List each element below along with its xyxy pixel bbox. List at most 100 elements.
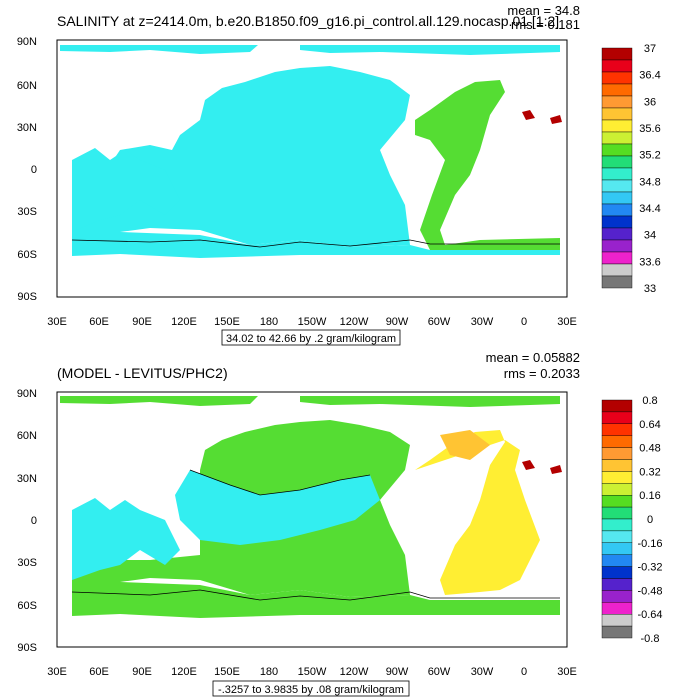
colorbar-swatch: [601, 263, 633, 277]
colorbar-swatch: [601, 203, 633, 217]
colorbar-swatch: [601, 71, 633, 85]
colorbar-label: 0.32: [639, 466, 660, 478]
colorbar-label: -0.8: [641, 633, 660, 645]
ocean-atlantic: [415, 430, 540, 595]
panel-bottom-xaxis: 30E 60E 90E 120E 150E 180 150W 120W 90W …: [47, 666, 577, 678]
xtick-label: 150E: [214, 666, 240, 678]
panel-top-rms: rms = 0.181: [511, 17, 580, 32]
colorbar-label: -0.16: [637, 538, 662, 550]
colorbar-label: 35.6: [639, 123, 660, 135]
colorbar-swatch: [601, 602, 633, 615]
ocean-atlantic: [415, 80, 560, 250]
colorbar-swatch: [601, 95, 633, 109]
ytick-label: 90N: [17, 388, 37, 400]
panel-bottom-map: [56, 391, 568, 648]
panel-top-range-note: 34.02 to 42.66 by .2 gram/kilogram: [226, 333, 396, 345]
ocean-indian: [72, 148, 180, 232]
colorbar-swatch: [601, 83, 633, 97]
ytick-label: 30N: [17, 122, 37, 134]
panel-bottom: (MODEL - LEVITUS/PHC2) mean = 0.05882 rm…: [17, 350, 663, 697]
xtick-label: 60W: [428, 316, 451, 328]
colorbar-swatch: [601, 275, 633, 289]
panel-bottom-mean: mean = 0.05882: [486, 350, 580, 365]
colorbar-swatch: [601, 483, 633, 496]
colorbar-swatch: [601, 47, 633, 61]
panel-bottom-yaxis: 90N 60N 30N 0 30S 60S 90S: [17, 388, 37, 654]
colorbar-label: 0: [647, 514, 653, 526]
colorbar-label: 34.8: [639, 176, 660, 188]
ocean-pacific-fresh: [175, 470, 380, 545]
panel-bottom-range-note: -.3257 to 3.9835 by .08 gram/kilogram: [218, 684, 404, 696]
xtick-label: 0: [521, 666, 527, 678]
colorbar-swatch: [601, 59, 633, 73]
ocean-arctic-east: [300, 396, 560, 407]
colorbar-swatch: [601, 191, 633, 205]
colorbar-label: -0.64: [637, 609, 662, 621]
ytick-label: 90S: [17, 291, 37, 303]
xtick-label: 30W: [471, 316, 494, 328]
colorbar-swatch: [601, 590, 633, 603]
ytick-label: 90N: [17, 36, 37, 48]
ocean-red-sea: [550, 465, 562, 474]
panel-top: SALINITY at z=2414.0m, b.e20.B1850.f09_g…: [17, 3, 661, 346]
xtick-label: 180: [260, 666, 278, 678]
colorbar-swatch: [601, 530, 633, 544]
ytick-label: 0: [31, 515, 37, 527]
panel-top-yaxis: 90N 60N 30N 0 30S 60S 90S: [17, 36, 37, 303]
colorbar-swatch: [601, 143, 633, 157]
colorbar-swatch: [601, 107, 633, 121]
colorbar-swatch: [601, 435, 633, 448]
colorbar-swatch: [601, 131, 633, 145]
ocean-labrador: [440, 430, 490, 460]
ytick-label: 60S: [17, 249, 37, 261]
xtick-label: 60E: [89, 316, 109, 328]
xtick-label: 30W: [471, 666, 494, 678]
xtick-label: 90W: [386, 666, 409, 678]
contour-line: [71, 239, 560, 248]
xtick-label: 120E: [171, 666, 197, 678]
xtick-label: 150W: [298, 316, 327, 328]
xtick-label: 120E: [171, 316, 197, 328]
colorbar-swatch: [601, 578, 633, 591]
colorbar-label: -0.48: [637, 585, 662, 597]
xtick-label: 60E: [89, 666, 109, 678]
colorbar-label: 33.6: [639, 256, 660, 268]
panel-bottom-title: (MODEL - LEVITUS/PHC2): [57, 365, 228, 381]
contour-line: [71, 589, 560, 601]
ocean-indian: [72, 498, 180, 580]
contour-line: [189, 469, 371, 496]
ocean-arctic-east: [300, 45, 560, 55]
colorbar-swatch: [601, 179, 633, 193]
colorbar-swatch: [601, 495, 633, 508]
ytick-label: 60N: [17, 80, 37, 92]
ocean-red-sea: [550, 115, 562, 124]
ytick-label: 30S: [17, 557, 37, 569]
panel-top-colorbar: 37 36.4 36 35.6 35.2 34.8 34.4 34 33.6 33: [601, 43, 661, 295]
colorbar-label: 36.4: [639, 70, 660, 82]
panel-bottom-colorbar: 0.8 0.64 0.48 0.32 0.16 0 -0.16 -0.32 -0.48 -0.64…: [601, 395, 663, 645]
xtick-label: 90E: [132, 316, 152, 328]
colorbar-swatch: [601, 518, 633, 532]
panel-bottom-range-box: [212, 680, 410, 697]
xtick-label: 90E: [132, 666, 152, 678]
colorbar-swatch: [601, 554, 633, 567]
xtick-label: 120W: [340, 666, 369, 678]
panel-top-mean: mean = 34.8: [507, 3, 580, 18]
xtick-label: 150E: [214, 316, 240, 328]
xtick-label: 180: [260, 316, 278, 328]
xtick-label: 30E: [557, 666, 577, 678]
xtick-label: 60W: [428, 666, 451, 678]
colorbar-label: 0.64: [639, 419, 660, 431]
colorbar-swatch: [601, 239, 633, 253]
colorbar-label: -0.32: [637, 562, 662, 574]
colorbar-label: 36: [644, 96, 656, 108]
panel-top-range-box: [221, 329, 401, 346]
xtick-label: 30E: [47, 666, 67, 678]
colorbar-label: 33: [644, 283, 656, 295]
panel-bottom-rms: rms = 0.2033: [504, 366, 580, 381]
colorbar-label: 0.48: [639, 443, 660, 455]
colorbar-swatch: [601, 471, 633, 484]
ocean-arctic: [60, 396, 258, 406]
panel-top-frame: [56, 39, 568, 298]
